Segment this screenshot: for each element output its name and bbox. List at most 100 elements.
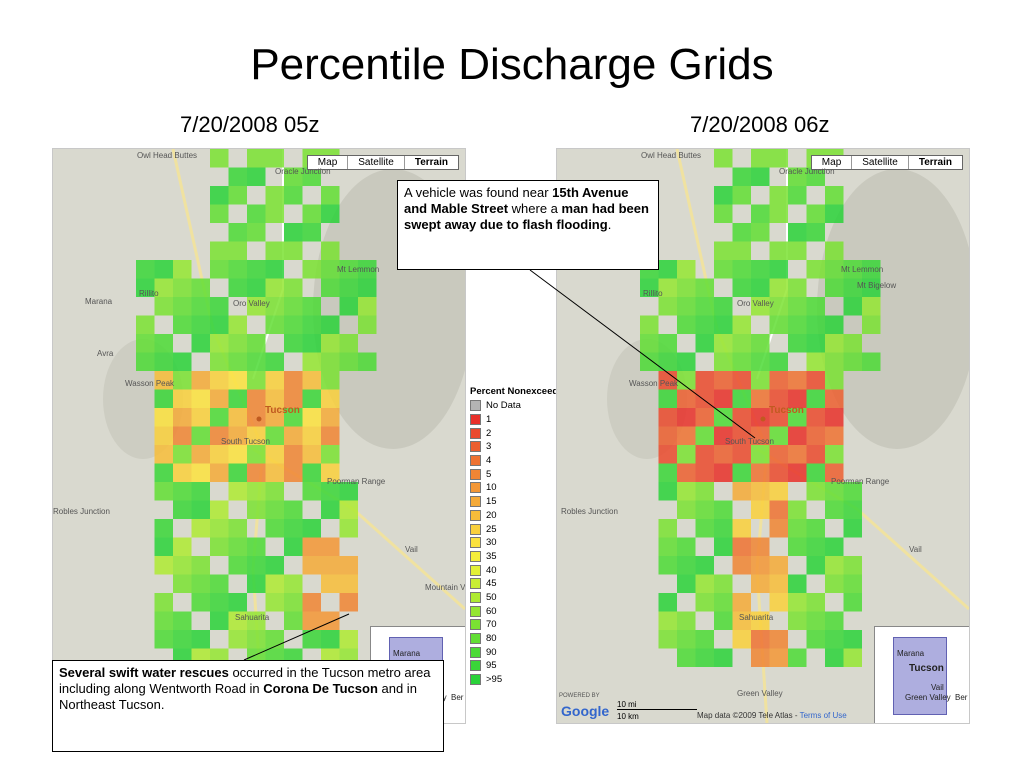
grid-cell: [247, 556, 266, 575]
satellite-button[interactable]: Satellite: [348, 156, 405, 169]
grid-cell: [751, 167, 770, 186]
grid-cell: [843, 648, 862, 667]
grid-cell: [321, 630, 340, 649]
grid-cell: [788, 297, 807, 316]
grid-cell: [677, 648, 696, 667]
grid-cell: [284, 389, 303, 408]
grid-cell: [769, 241, 788, 260]
place-wasson: Wasson Peak: [125, 379, 175, 388]
grid-cell: [640, 334, 659, 353]
grid-cell: [751, 482, 770, 501]
grid-cell: [843, 297, 862, 316]
place-tucson: Tucson: [265, 405, 300, 416]
grid-cell: [732, 630, 751, 649]
grid-cell: [173, 315, 192, 334]
grid-cell: [191, 593, 210, 612]
overview-inset[interactable]: Marana Tucson Vail Green Valley Ber: [874, 626, 969, 723]
grid-cell: [769, 445, 788, 464]
grid-cell: [265, 149, 284, 168]
grid-cell: [806, 167, 825, 186]
grid-cell: [210, 334, 229, 353]
grid-cell: [302, 445, 321, 464]
grid-cell: [228, 630, 247, 649]
grid-cell: [732, 445, 751, 464]
grid-cell: [714, 500, 733, 519]
grid-cell: [825, 241, 844, 260]
legend-label: 95: [486, 660, 497, 672]
grid-cell: [321, 463, 340, 482]
grid-cell: [339, 352, 358, 371]
grid-cell: [284, 500, 303, 519]
grid-cell: [677, 389, 696, 408]
grid-cell: [825, 260, 844, 279]
grid-cell: [228, 593, 247, 612]
legend-swatch: [470, 414, 481, 426]
grid-cell: [677, 315, 696, 334]
grid-cell: [714, 519, 733, 538]
grid-cell: [751, 371, 770, 390]
grid-cell: [173, 556, 192, 575]
grid-cell: [228, 167, 247, 186]
grid-cell: [228, 371, 247, 390]
grid-cell: [843, 334, 862, 353]
legend-item: 5: [470, 467, 556, 481]
grid-cell: [769, 593, 788, 612]
grid-cell: [265, 426, 284, 445]
grid-cell: [210, 445, 229, 464]
grid-cell: [284, 611, 303, 630]
grid-cell: [321, 611, 340, 630]
grid-cell: [806, 389, 825, 408]
scale-bar: 10 mi 10 km: [617, 700, 697, 721]
grid-cell: [358, 260, 377, 279]
grid-cell: [695, 648, 714, 667]
map-type-control[interactable]: Map Satellite Terrain: [306, 155, 459, 170]
map-type-control[interactable]: Map Satellite Terrain: [810, 155, 963, 170]
terrain-button[interactable]: Terrain: [414, 157, 448, 168]
mountain-shade: [817, 169, 969, 449]
map-button[interactable]: Map: [308, 156, 349, 169]
legend-label: >95: [486, 674, 503, 686]
grid-cell: [677, 574, 696, 593]
legend-item: 70: [470, 618, 556, 632]
grid-cell: [714, 574, 733, 593]
grid-cell: [714, 297, 733, 316]
map-button[interactable]: Map: [812, 156, 853, 169]
grid-cell: [191, 519, 210, 538]
terms-link[interactable]: Terms of Use: [799, 711, 847, 720]
legend-label: 15: [486, 496, 497, 508]
grid-cell: [788, 408, 807, 427]
grid-cell: [825, 556, 844, 575]
legend-item: 2: [470, 426, 556, 440]
grid-cell: [247, 537, 266, 556]
grid-cell: [714, 149, 733, 168]
grid-cell: [321, 537, 340, 556]
legend-swatch: [470, 633, 481, 645]
satellite-button[interactable]: Satellite: [852, 156, 909, 169]
grid-cell: [210, 574, 229, 593]
grid-cell: [751, 426, 770, 445]
place-mt-lemmon: Mt Lemmon: [841, 265, 884, 274]
place-owl-head: Owl Head Buttes: [641, 151, 702, 160]
grid-cell: [339, 334, 358, 353]
grid-cell: [284, 574, 303, 593]
grid-cell: [806, 556, 825, 575]
grid-cell: [284, 445, 303, 464]
grid-cell: [154, 408, 173, 427]
grid-cell: [173, 426, 192, 445]
legend-item: No Data: [470, 399, 556, 413]
grid-cell: [247, 352, 266, 371]
legend-label: No Data: [486, 400, 521, 412]
grid-cell: [695, 278, 714, 297]
grid-cell: [302, 223, 321, 242]
inset-viewport[interactable]: [893, 637, 947, 715]
legend-item: 1: [470, 413, 556, 427]
legend-label: 20: [486, 509, 497, 521]
grid-cell: [714, 186, 733, 205]
grid-cell: [321, 204, 340, 223]
legend-item: 3: [470, 440, 556, 454]
grid-cell: [732, 537, 751, 556]
grid-cell: [751, 537, 770, 556]
grid-cell: [191, 556, 210, 575]
legend: Percent Nonexceedance No Data 12 3 45 10 1520…: [470, 386, 556, 686]
terrain-button[interactable]: Terrain: [918, 157, 952, 168]
